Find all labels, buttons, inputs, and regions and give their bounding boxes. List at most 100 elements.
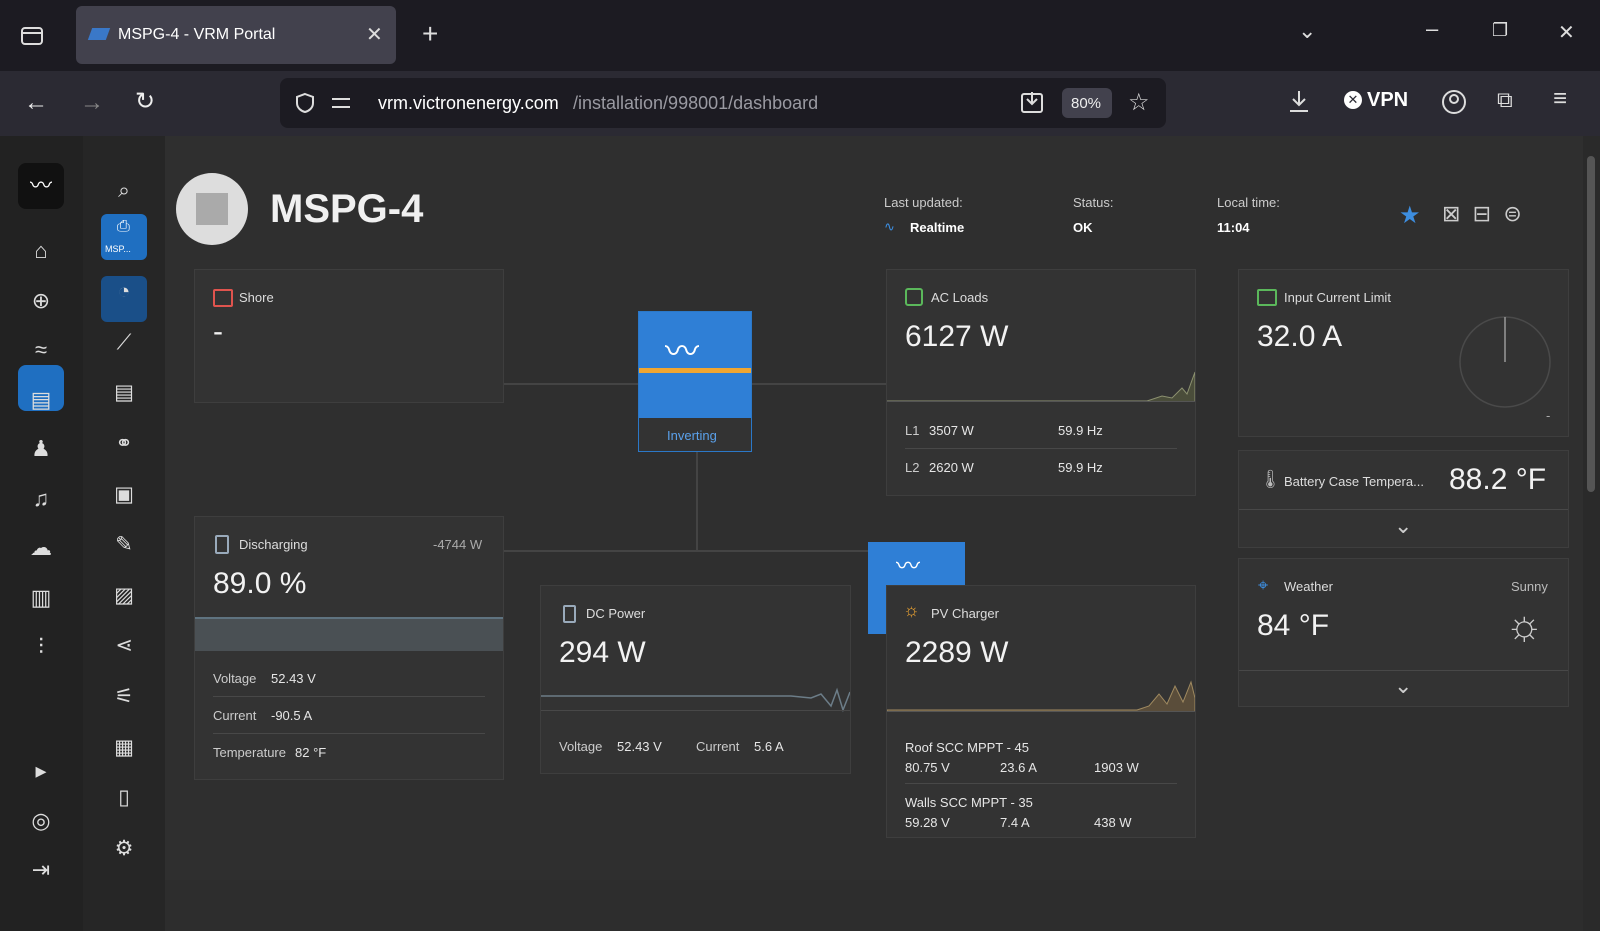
phase-power: 2620 W bbox=[929, 460, 974, 475]
downloads-icon[interactable] bbox=[1287, 89, 1311, 115]
flow-line-battery bbox=[504, 550, 868, 552]
dc-voltage: 52.43 V bbox=[617, 739, 662, 754]
input-limit-gauge bbox=[1459, 316, 1551, 408]
forward[interactable]: → bbox=[80, 89, 104, 116]
expand-toggle[interactable]: ⌄ bbox=[1394, 673, 1413, 698]
gauge-label: - bbox=[1546, 408, 1551, 423]
save-icon[interactable] bbox=[1020, 90, 1044, 114]
charger-voltage: 80.75 V bbox=[905, 760, 950, 775]
separator bbox=[541, 710, 850, 711]
new-tab[interactable]: + bbox=[422, 18, 439, 49]
scrollbar[interactable] bbox=[1583, 136, 1600, 931]
menu[interactable]: ≡ bbox=[1553, 85, 1568, 112]
ac-sparkline bbox=[887, 371, 1195, 402]
ac-title: AC Loads bbox=[931, 290, 989, 305]
view-icons[interactable]: ⊠ ⊟ ⊜ bbox=[1442, 201, 1522, 226]
dc-power-card[interactable]: DC Power 294 W Voltage 52.43 V Current 5… bbox=[540, 585, 851, 774]
inverter-status: Inverting bbox=[667, 428, 717, 443]
separator bbox=[213, 696, 485, 697]
battery-temp-title: Battery Case Tempera... bbox=[1284, 474, 1424, 489]
shore-title: Shore bbox=[239, 290, 274, 305]
shore-card[interactable]: Shore - bbox=[194, 269, 504, 403]
ac-icon bbox=[905, 288, 923, 306]
dc-icon bbox=[563, 605, 576, 623]
phase-frequency: 59.9 Hz bbox=[1058, 460, 1103, 475]
bookmark-star[interactable]: ☆ bbox=[1128, 89, 1150, 116]
expand-toggle[interactable]: ⌄ bbox=[1394, 513, 1413, 538]
weather-card[interactable]: ⌖ Weather Sunny 84 °F ☼ ⌄ bbox=[1238, 558, 1569, 707]
inverter-block[interactable]: 〰 Inverting bbox=[638, 311, 752, 452]
extensions[interactable]: ⧉ bbox=[1497, 87, 1513, 112]
site-settings-icon[interactable] bbox=[330, 94, 352, 112]
location-icon: ⌖ bbox=[1258, 575, 1269, 595]
back[interactable]: ← bbox=[24, 89, 48, 116]
vpn-label[interactable]: VPN bbox=[1367, 89, 1409, 111]
dc-current: 5.6 A bbox=[754, 739, 784, 754]
badge-icon: ⎙ bbox=[117, 218, 130, 235]
victron-logo[interactable]: 〰 bbox=[18, 163, 64, 209]
url-path: /installation/998001/dashboard bbox=[573, 93, 819, 113]
zoom-badge[interactable]: 80% bbox=[1062, 88, 1112, 118]
input-limit-icon bbox=[1257, 289, 1277, 306]
restore[interactable]: ❐ bbox=[1492, 20, 1509, 40]
dc-current-label: Current bbox=[696, 739, 740, 754]
account-icon[interactable] bbox=[1441, 89, 1467, 115]
sub-nav-icons[interactable]: ⌕ ◔ ⟋ ▤ ⚭ ▣ ✎ ▨ ⋖ ⚟ ▦ ▯ ⚙ bbox=[114, 179, 134, 860]
active-sub-nav[interactable] bbox=[101, 276, 147, 322]
weather-title: Weather bbox=[1284, 579, 1333, 594]
ac-loads-card[interactable]: AC Loads 6127 W L1 3507 W 59.9 Hz L2 262… bbox=[886, 269, 1196, 496]
battery-power: -4744 W bbox=[433, 537, 483, 552]
battery-temp-card[interactable]: 🌡︎ Battery Case Tempera... 88.2 °F ⌄ bbox=[1238, 450, 1569, 548]
charger-power: 1903 W bbox=[1094, 760, 1139, 775]
battery-row-label: Temperature bbox=[213, 745, 286, 760]
weather-condition: Sunny bbox=[1511, 579, 1548, 594]
active-nav[interactable] bbox=[18, 365, 64, 411]
site-badge: MSP... bbox=[105, 244, 131, 254]
separator bbox=[1239, 670, 1568, 671]
pv-charger-card[interactable]: ☼ PV Charger 2289 W Roof SCC MPPT - 45 8… bbox=[886, 585, 1196, 838]
nav-icons[interactable]: ⌂ ⊕ ≈ ▤ ♟ ♫ ☁ ▥ ⫶ bbox=[30, 238, 52, 659]
site-badge-box[interactable]: ⎙ MSP... bbox=[101, 214, 147, 260]
sun-icon: ☼ bbox=[1505, 601, 1544, 648]
shore-icon bbox=[213, 289, 233, 307]
scroll-thumb[interactable] bbox=[1587, 156, 1595, 492]
status-label: Status: bbox=[1073, 195, 1114, 210]
local-time-label: Local time: bbox=[1217, 195, 1280, 210]
close-window[interactable]: ✕ bbox=[1558, 22, 1575, 44]
flow-line-dc bbox=[696, 452, 698, 551]
dc-value: 294 W bbox=[559, 636, 646, 669]
pv-sparkline bbox=[887, 680, 1195, 712]
shore-value: - bbox=[213, 315, 223, 348]
minimize[interactable]: – bbox=[1426, 16, 1439, 41]
tab-list-icon[interactable] bbox=[20, 25, 44, 47]
rail-bottom-icons[interactable]: ▸ ◎ ⇥ bbox=[31, 758, 51, 882]
soc-bar bbox=[195, 617, 503, 651]
battery-soc: 89.0 % bbox=[213, 567, 307, 600]
zoom-level: 80% bbox=[1071, 95, 1102, 112]
phase-power: 3507 W bbox=[929, 423, 974, 438]
battery-icon bbox=[215, 535, 229, 554]
pv-logo: 〰 bbox=[896, 553, 920, 580]
pv-icon: ☼ bbox=[903, 600, 920, 620]
battery-card[interactable]: Discharging -4744 W 89.0 % Voltage 52.43… bbox=[194, 516, 504, 780]
reload[interactable]: ↻ bbox=[135, 88, 156, 115]
input-limit-card[interactable]: Input Current Limit 32.0 A - bbox=[1238, 269, 1569, 437]
install-rail: ⎙ MSP... ⌕ ◔ ⟋ ▤ ⚭ ▣ ✎ ▨ ⋖ ⚟ ▦ ▯ ⚙ bbox=[83, 136, 165, 931]
battery-title: Discharging bbox=[239, 537, 308, 552]
inverter-logo: 〰 bbox=[665, 333, 699, 371]
tab-dropdown[interactable]: ⌄ bbox=[1298, 18, 1317, 43]
inverter-image: 〰 bbox=[639, 312, 751, 418]
address-bar[interactable]: vrm.victronenergy.com /installation/9980… bbox=[280, 78, 1166, 128]
input-limit-title: Input Current Limit bbox=[1284, 290, 1391, 305]
close-tab[interactable]: ✕ bbox=[366, 24, 383, 46]
pv-value: 2289 W bbox=[905, 636, 1009, 669]
shield-icon bbox=[296, 92, 314, 114]
active-tab[interactable]: MSPG-4 - VRM Portal ✕ bbox=[76, 6, 396, 64]
dc-sparkline bbox=[541, 687, 850, 713]
favorite-star[interactable]: ★ bbox=[1399, 202, 1421, 229]
tab-favicon bbox=[87, 28, 111, 40]
separator bbox=[905, 783, 1177, 784]
charger-voltage: 59.28 V bbox=[905, 815, 950, 830]
